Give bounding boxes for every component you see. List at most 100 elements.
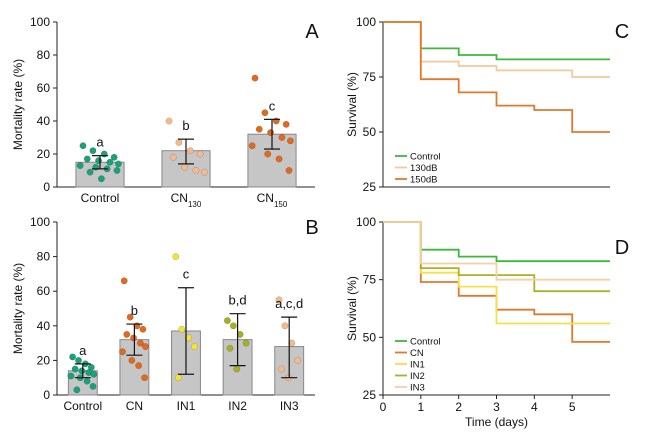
data-point: [136, 339, 144, 347]
data-point: [275, 296, 283, 304]
x-tick-subscript: 150: [274, 200, 288, 209]
legend-label: IN2: [410, 371, 425, 382]
data-point: [174, 374, 182, 382]
data-point: [89, 147, 97, 155]
data-point: [255, 125, 263, 133]
data-point: [261, 109, 269, 117]
y-tick-label: 40: [37, 319, 51, 333]
legend-label: Control: [410, 152, 441, 163]
data-point: [76, 162, 84, 170]
series-line-in3: [383, 221, 610, 281]
data-point: [97, 175, 105, 183]
panel-a: 0 20 40 60 80 100 Mortality rate (%) a Control b C…: [11, 15, 319, 209]
data-point: [69, 353, 77, 361]
y-tick-label: 100: [30, 15, 50, 29]
data-point: [275, 155, 283, 163]
y-axis-label: Survival (%): [345, 72, 359, 137]
data-point: [139, 325, 147, 333]
x-tick-label: 3: [493, 400, 500, 414]
series-line-control: [383, 21, 610, 61]
data-point: [294, 356, 302, 364]
y-tick-label: 75: [363, 70, 377, 84]
data-point: [87, 363, 95, 371]
data-point: [286, 137, 294, 145]
data-point: [71, 365, 79, 373]
x-axis-label: Time (days): [465, 415, 528, 429]
data-point: [130, 334, 138, 342]
data-point: [141, 343, 149, 351]
bar: [247, 133, 297, 188]
y-tick-label: 75: [363, 273, 377, 287]
legend-label: IN3: [410, 383, 425, 394]
y-tick-label: 50: [363, 125, 377, 139]
y-axis-label: Mortality rate (%): [11, 59, 25, 150]
data-point: [128, 356, 136, 364]
data-point: [126, 313, 134, 321]
data-point: [141, 374, 149, 382]
y-tick-label: 80: [37, 250, 51, 264]
data-point: [78, 367, 86, 375]
y-axis-label: Mortality rate (%): [11, 263, 25, 354]
data-point: [186, 147, 194, 155]
y-axis-label: Survival (%): [345, 276, 359, 341]
x-tick-label: IN1: [177, 399, 196, 413]
data-point: [123, 331, 131, 338]
legend-label: CN: [410, 348, 424, 359]
y-tick-label: 25: [363, 180, 377, 194]
data-point: [248, 142, 256, 150]
x-tick-label: 4: [531, 400, 538, 414]
x-tick-label: IN3: [280, 399, 299, 413]
y-tick-label: 25: [363, 388, 377, 402]
data-point: [236, 331, 244, 338]
data-point: [251, 74, 259, 82]
y-tick-label: 60: [37, 284, 51, 298]
series-line-130db: [383, 21, 610, 78]
panel-letter: D: [615, 237, 629, 259]
data-point: [278, 134, 286, 141]
legend-label: Control: [410, 337, 441, 348]
data-point: [106, 158, 114, 166]
data-point: [83, 155, 91, 163]
x-tick-label: IN2: [228, 399, 247, 413]
data-point: [120, 277, 128, 285]
panel-letter: C: [615, 21, 629, 43]
x-tick-label: CN: [126, 399, 143, 413]
x-tick-label: Control: [81, 191, 120, 205]
data-point: [226, 344, 234, 352]
panel-letter: B: [305, 217, 318, 239]
legend-label: 130dB: [410, 163, 437, 174]
data-point: [196, 150, 204, 158]
data-point: [175, 139, 183, 146]
y-tick-label: 0: [43, 388, 50, 402]
x-tick-label: 5: [569, 400, 576, 414]
y-tick-label: 60: [37, 81, 51, 95]
data-point: [233, 365, 241, 373]
data-point: [114, 160, 122, 168]
data-point: [67, 372, 75, 380]
y-tick-label: 20: [37, 147, 51, 161]
data-point: [79, 142, 87, 150]
significance-label: a: [79, 343, 87, 358]
significance-label: c: [183, 267, 190, 282]
significance-label: b,d: [229, 293, 247, 308]
data-point: [267, 129, 275, 137]
x-tick-label: CN150: [257, 191, 288, 209]
data-point: [178, 325, 186, 333]
data-point: [73, 386, 81, 394]
data-point: [264, 150, 272, 158]
data-point: [90, 370, 98, 378]
data-point: [282, 120, 290, 128]
data-point: [288, 339, 296, 347]
legend-label: 150dB: [410, 175, 437, 186]
data-point: [165, 117, 173, 125]
data-point: [181, 163, 189, 171]
data-point: [135, 362, 143, 370]
panel-letter: A: [305, 21, 319, 43]
data-point: [83, 377, 91, 385]
x-tick-label: 0: [380, 400, 387, 414]
significance-label: b: [131, 303, 138, 318]
data-point: [89, 382, 97, 390]
data-point: [278, 365, 286, 373]
significance-label: b: [182, 118, 189, 133]
